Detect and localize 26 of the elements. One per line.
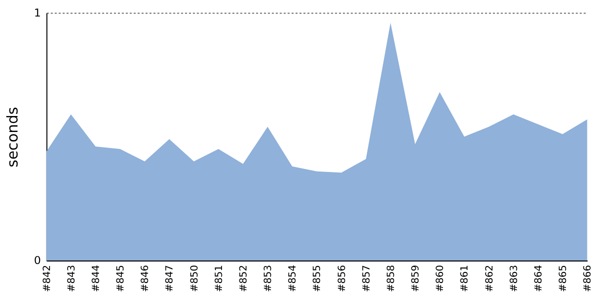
x-tick-label: #863 [508, 264, 520, 292]
x-tick-label: #864 [533, 264, 544, 292]
y-tick-label: 1 [34, 6, 41, 20]
x-tick-label: #866 [582, 264, 594, 292]
x-tick-label: #844 [91, 264, 102, 292]
x-tick-label: #856 [336, 264, 348, 292]
x-tick-label: #855 [312, 264, 324, 292]
y-tick-label: 0 [34, 254, 42, 267]
x-tick-label: #862 [484, 264, 496, 292]
x-tick-label: #851 [214, 264, 225, 292]
y-axis-title: seconds [4, 106, 22, 168]
x-tick-label: #859 [410, 264, 422, 292]
x-tick-label: #854 [288, 264, 299, 292]
x-tick-label: #853 [263, 264, 274, 292]
x-tick-label: #860 [435, 264, 446, 292]
x-tick-label: #850 [189, 264, 200, 292]
x-tick-label: #852 [238, 264, 250, 292]
x-tick-label: #865 [558, 264, 570, 292]
x-tick-label: #858 [386, 264, 397, 292]
x-tick-label: #845 [116, 264, 127, 292]
x-tick-label: #857 [361, 264, 372, 292]
x-tick-label: #846 [140, 264, 152, 292]
x-tick-label: #843 [66, 264, 78, 292]
x-tick-label: #847 [164, 264, 176, 292]
x-tick-label: #842 [42, 264, 53, 292]
x-tick-label: #861 [460, 264, 471, 292]
